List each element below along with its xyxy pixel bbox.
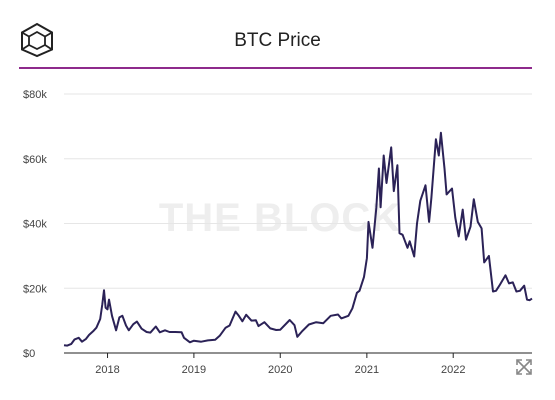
y-tick-label: $80k — [23, 89, 47, 101]
y-tick-label: $40k — [23, 219, 47, 231]
watermark: THE BLOCK — [158, 196, 402, 240]
btc-price-line — [63, 131, 533, 347]
x-tick-label: 2022 — [441, 364, 465, 376]
y-tick-label: $20k — [23, 283, 47, 295]
y-tick-label: $0 — [23, 348, 35, 360]
chart-title: BTC Price — [234, 30, 321, 51]
y-tick-label: $60k — [23, 154, 47, 166]
x-tick-label: 2021 — [355, 364, 379, 376]
title-divider — [19, 67, 532, 69]
x-tick-label: 2019 — [182, 364, 206, 376]
x-tick-label: 2020 — [268, 364, 292, 376]
expand-arrows-icon[interactable] — [515, 358, 533, 376]
cube-logo-icon — [21, 22, 53, 58]
x-tick-label: 2018 — [95, 364, 119, 376]
